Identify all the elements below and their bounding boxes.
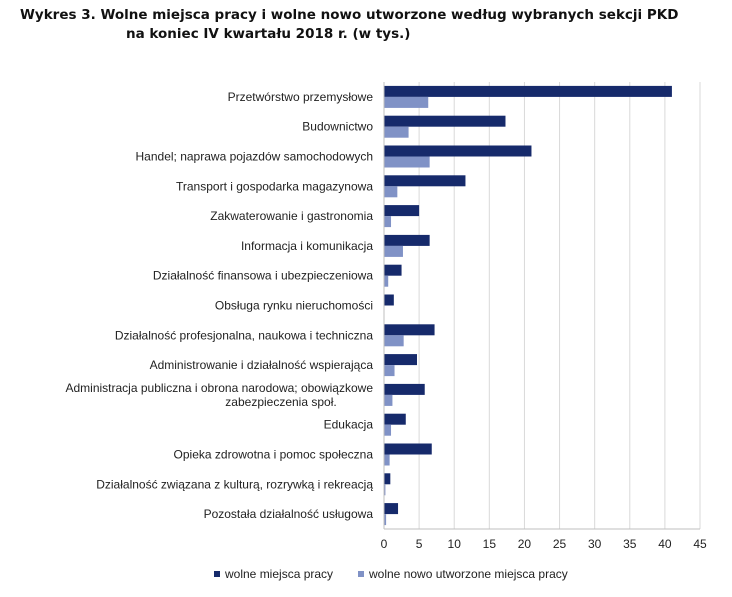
category-label: Handel; naprawa pojazdów samochodowych xyxy=(136,150,373,164)
category-label-line: Działalność finansowa i ubezpieczeniowa xyxy=(153,269,373,283)
x-tick-label: 15 xyxy=(483,537,497,551)
bar-series-2 xyxy=(384,454,390,466)
bar-series-2 xyxy=(384,245,403,257)
chart-title-line-2: na koniec IV kwartału 2018 r. (w tys.) xyxy=(126,26,411,42)
category-label-line: Administracja publiczna i obrona narodow… xyxy=(65,381,373,395)
bar-series-1 xyxy=(384,145,532,157)
category-label-line: Informacja i komunikacja xyxy=(241,239,373,253)
x-tick-label: 5 xyxy=(416,537,423,551)
category-label-line: Przetwórstwo przemysłowe xyxy=(228,90,374,104)
category-labels: Przetwórstwo przemysłowe Budownictwo Hande… xyxy=(65,90,373,521)
legend-item-series-2: wolne nowo utworzone miejsca pracy xyxy=(358,566,568,582)
bar-series-2 xyxy=(384,394,393,406)
category-label-line: Administrowanie i działalność wspierając… xyxy=(150,358,374,372)
chart-title: Wykres 3. Wolne miejsca pracy i wolne no… xyxy=(20,6,720,44)
category-label: Działalność profesjonalna, naukowa i tec… xyxy=(115,328,373,342)
x-tick-label: 40 xyxy=(658,537,672,551)
bar-series-1 xyxy=(384,294,394,306)
category-label: Przetwórstwo przemysłowe xyxy=(228,90,374,104)
category-label-line: Budownictwo xyxy=(302,120,373,134)
x-tick-label: 45 xyxy=(693,537,707,551)
category-label: Opieka zdrowotna i pomoc społeczna xyxy=(174,448,374,462)
bar-series-2 xyxy=(384,156,430,168)
bar-series-1 xyxy=(384,443,432,455)
category-label: Administracja publiczna i obrona narodow… xyxy=(65,381,373,409)
bar-series-1 xyxy=(384,85,672,97)
bar-series-1 xyxy=(384,115,506,127)
bar-series-2 xyxy=(384,514,387,526)
category-label-line: Edukacja xyxy=(324,418,374,432)
x-tick-label: 35 xyxy=(623,537,637,551)
category-label: Obsługa rynku nieruchomości xyxy=(215,299,373,313)
bar-series-1 xyxy=(384,175,466,187)
bar-series-2 xyxy=(384,275,389,287)
bar-series-1 xyxy=(384,234,430,246)
x-tick-label: 30 xyxy=(588,537,602,551)
category-label: Budownictwo xyxy=(302,120,373,134)
category-label-line: Obsługa rynku nieruchomości xyxy=(215,299,373,313)
x-tick-label: 0 xyxy=(381,537,388,551)
category-label: Informacja i komunikacja xyxy=(241,239,373,253)
category-label: Działalność związana z kulturą, rozrywką… xyxy=(96,477,373,491)
bar-series-1 xyxy=(384,354,418,366)
category-label: Zakwaterowanie i gastronomia xyxy=(210,209,373,223)
bar-series-1 xyxy=(384,473,391,485)
bars xyxy=(384,85,672,526)
bar-series-1 xyxy=(384,413,406,425)
x-tick-label: 10 xyxy=(448,537,462,551)
legend-label-series-2: wolne nowo utworzone miejsca pracy xyxy=(369,567,568,581)
category-label-line: Opieka zdrowotna i pomoc społeczna xyxy=(174,448,374,462)
legend-item-series-1: wolne miejsca pracy xyxy=(214,566,333,582)
category-label: Działalność finansowa i ubezpieczeniowa xyxy=(153,269,373,283)
bar-series-1 xyxy=(384,264,402,276)
bar-series-1 xyxy=(384,205,420,217)
bar-series-2 xyxy=(384,216,392,228)
x-tick-labels: 0 5 10 15 20 25 30 35 40 45 xyxy=(381,537,707,551)
bar-series-2 xyxy=(384,335,404,347)
category-label: Transport i gospodarka magazynowa xyxy=(176,179,373,193)
category-label-line: Handel; naprawa pojazdów samochodowych xyxy=(136,150,373,164)
legend-swatch-series-2 xyxy=(358,571,364,577)
bar-series-2 xyxy=(384,424,392,436)
bar-series-2 xyxy=(384,186,398,198)
x-tick-label: 20 xyxy=(518,537,532,551)
x-tick-label: 25 xyxy=(553,537,567,551)
category-label: Pozostała działalność usługowa xyxy=(204,507,374,521)
legend-label-series-1: wolne miejsca pracy xyxy=(225,567,334,581)
axis xyxy=(383,82,700,530)
legend-swatch-series-1 xyxy=(214,571,220,577)
category-label-line: Działalność związana z kulturą, rozrywką… xyxy=(96,477,373,491)
bar-series-2 xyxy=(384,126,409,138)
bar-series-2 xyxy=(384,365,395,377)
category-label-line: Działalność profesjonalna, naukowa i tec… xyxy=(115,328,373,342)
bar-series-1 xyxy=(384,503,399,515)
category-label-line: zabezpieczenia społ. xyxy=(225,395,336,409)
bar-chart: 0 5 10 15 20 25 30 35 40 45 Przetwórstwo przemysł… xyxy=(65,82,707,551)
category-label-line: Pozostała działalność usługowa xyxy=(204,507,374,521)
category-label-line: Transport i gospodarka magazynowa xyxy=(176,179,373,193)
category-label-line: Zakwaterowanie i gastronomia xyxy=(210,209,373,223)
category-label: Administrowanie i działalność wspierając… xyxy=(150,358,374,372)
chart-title-line-1: Wykres 3. Wolne miejsca pracy i wolne no… xyxy=(20,7,679,23)
legend: wolne miejsca pracy wolne nowo utworzone… xyxy=(0,566,732,582)
category-label: Edukacja xyxy=(324,418,374,432)
bar-series-1 xyxy=(384,383,425,395)
bar-series-2 xyxy=(384,484,386,496)
bar-series-2 xyxy=(384,96,429,108)
bar-series-1 xyxy=(384,324,435,336)
